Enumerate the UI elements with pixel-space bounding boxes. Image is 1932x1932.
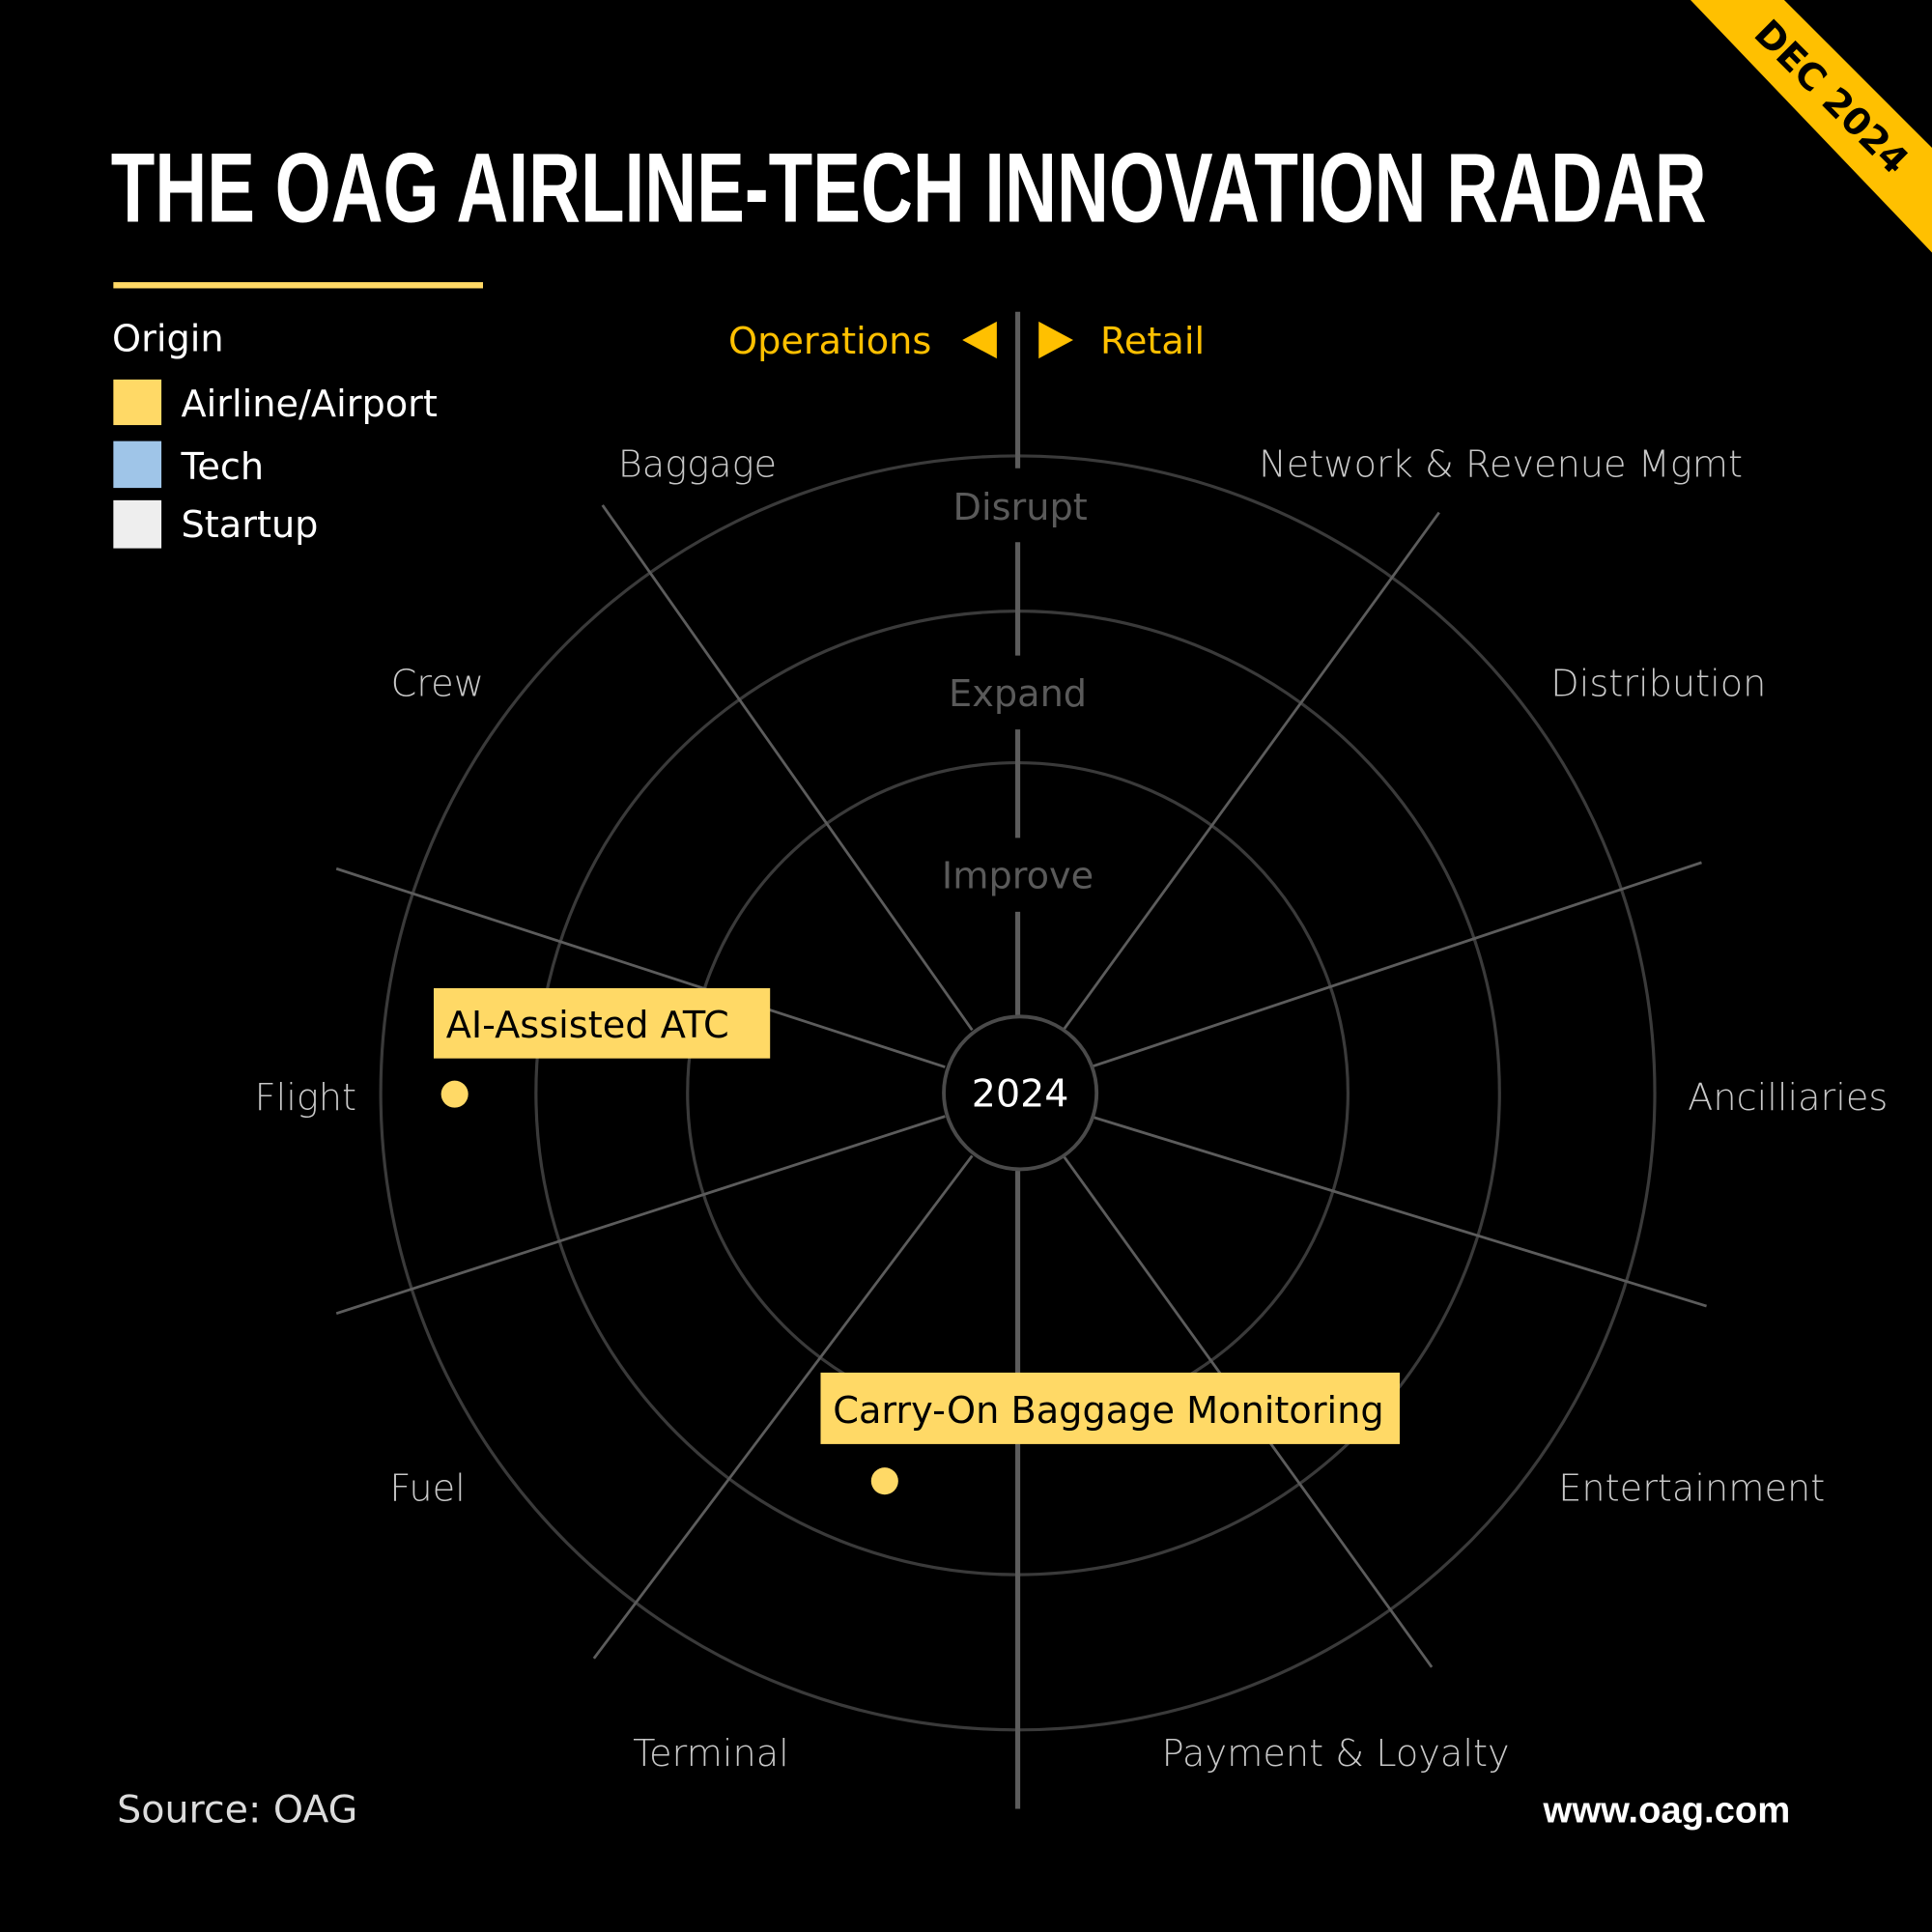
spoke-distribution-ancillaries [1090, 861, 1702, 1068]
center-hub: 2024 [942, 1014, 1099, 1172]
website-link[interactable]: www.oag.com [1543, 1789, 1791, 1831]
half-axis-header: Operations Retail [728, 320, 1205, 363]
radar-point-ai-atc[interactable]: AI-Assisted ATC [433, 987, 771, 1108]
sector-label-flight: Flight [255, 1076, 356, 1120]
sector-label-crew: Crew [391, 663, 484, 706]
sector-label-network: Network & Revenue Mgmt [1259, 443, 1743, 487]
legend-swatch-tech [113, 440, 162, 489]
point-label: Carry-On Baggage Monitoring [833, 1389, 1383, 1433]
legend-label-airline: Airline/Airport [182, 383, 438, 426]
sector-label-baggage: Baggage [618, 443, 777, 487]
point-tag [433, 987, 771, 1059]
sector-label-terminal: Terminal [633, 1732, 789, 1776]
legend: Origin Airline/Airport Tech Startup [112, 318, 438, 549]
legend-label-tech: Tech [181, 445, 265, 489]
page-title: THE OAG AIRLINE-TECH INNOVATION RADAR [111, 133, 1707, 243]
spoke-network [1062, 511, 1440, 1032]
sector-label-fuel: Fuel [389, 1467, 465, 1511]
sector-label-distribution: Distribution [1550, 663, 1766, 706]
ring-label-improve: Improve [942, 855, 1094, 898]
legend-swatch-startup [113, 499, 162, 549]
date-banner: DEC 2024 [1690, 0, 1932, 253]
legend-swatch-airline [113, 379, 162, 426]
center-year: 2024 [972, 1071, 1069, 1116]
spoke-crew-flight [335, 867, 946, 1068]
point-label: AI-Assisted ATC [446, 1004, 729, 1047]
spoke-ancillaries-entertainment [1090, 1115, 1707, 1308]
title-underline [113, 282, 484, 289]
legend-label-startup: Startup [182, 503, 319, 547]
point-dot[interactable] [440, 1080, 469, 1108]
radar-spokes [335, 504, 1707, 1668]
sector-label-entertainment: Entertainment [1558, 1467, 1825, 1511]
retail-label: Retail [1100, 320, 1205, 363]
source-text: Source: OAG [117, 1787, 357, 1832]
sector-labels: Baggage Crew Flight Fuel Terminal Networ… [255, 443, 1889, 1776]
ring-label-disrupt: Disrupt [952, 486, 1087, 529]
point-dot[interactable] [870, 1467, 898, 1495]
radar-point-carry-on[interactable]: Carry-On Baggage Monitoring [820, 1372, 1400, 1495]
arrow-left-icon [962, 321, 997, 359]
point-tag [820, 1372, 1400, 1444]
ring-label-expand: Expand [949, 672, 1087, 716]
arrow-right-icon [1038, 321, 1073, 359]
sector-label-payment: Payment & Loyalty [1162, 1732, 1510, 1776]
legend-title: Origin [112, 318, 224, 361]
date-banner-text: DEC 2024 [1746, 12, 1917, 183]
spoke-fuel-terminal [592, 1154, 974, 1660]
operations-label: Operations [728, 320, 931, 363]
spoke-flight-fuel [335, 1115, 946, 1316]
sector-label-ancillaries: Ancilliaries [1688, 1076, 1888, 1120]
spoke-baggage [601, 504, 974, 1032]
